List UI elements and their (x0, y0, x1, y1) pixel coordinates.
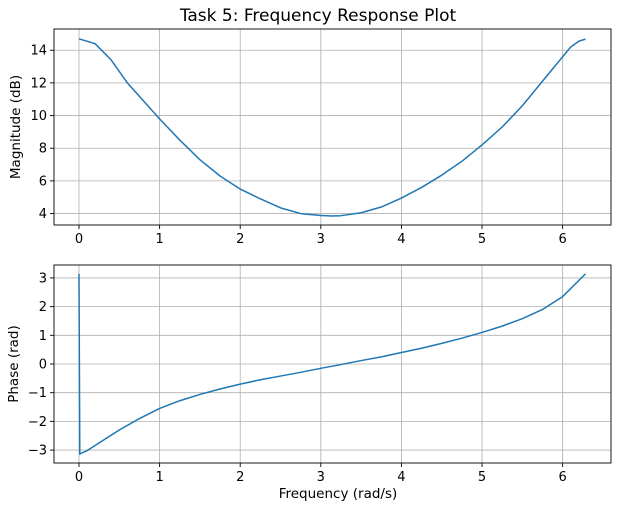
magnitude-x-tick-label: 6 (558, 232, 566, 247)
phase-plot: 0 1 2 3 4 5 6 −3 −2 −1 0 1 2 3 (28, 264, 612, 485)
phase-y-tick-label: 0 (39, 358, 47, 373)
phase-y-axis-label: Phase (rad) (6, 325, 22, 403)
phase-x-tick-label: 3 (317, 470, 325, 485)
phase-x-tick-label: 4 (397, 470, 405, 485)
phase-y-tick-label: 1 (39, 329, 47, 344)
phase-y-tick-label: −2 (28, 415, 47, 430)
phase-y-tick-label: 3 (39, 271, 47, 286)
magnitude-y-tick-label: 6 (39, 174, 47, 189)
phase-x-tick-label: 2 (236, 470, 244, 485)
magnitude-x-tick-label: 1 (155, 232, 163, 247)
phase-y-tick-label: 2 (39, 300, 47, 315)
magnitude-x-tick-label: 5 (478, 232, 486, 247)
magnitude-x-tick-label: 2 (236, 232, 244, 247)
phase-series-line (78, 273, 586, 455)
x-axis-label: Frequency (rad/s) (279, 486, 398, 502)
magnitude-y-tick-label: 10 (30, 109, 47, 124)
chart-title: Task 5: Frequency Response Plot (179, 6, 457, 26)
magnitude-x-tick-label: 4 (397, 232, 405, 247)
phase-x-tick-label: 0 (75, 470, 83, 485)
phase-y-tick-label: −3 (28, 444, 47, 459)
phase-y-tick-label: −1 (28, 386, 47, 401)
magnitude-series-line (78, 38, 586, 217)
magnitude-y-tick-label: 12 (30, 76, 47, 91)
magnitude-y-axis-label: Magnitude (dB) (8, 75, 24, 179)
magnitude-y-tick-label: 8 (39, 142, 47, 157)
magnitude-x-tick-label: 3 (317, 232, 325, 247)
phase-x-tick-label: 6 (558, 470, 566, 485)
magnitude-x-tick-label: 0 (75, 232, 83, 247)
phase-x-tick-label: 5 (478, 470, 486, 485)
magnitude-y-tick-label: 4 (39, 207, 47, 222)
phase-x-tick-label: 1 (155, 470, 163, 485)
magnitude-y-tick-label: 14 (30, 44, 47, 59)
magnitude-axes-frame (53, 28, 612, 226)
